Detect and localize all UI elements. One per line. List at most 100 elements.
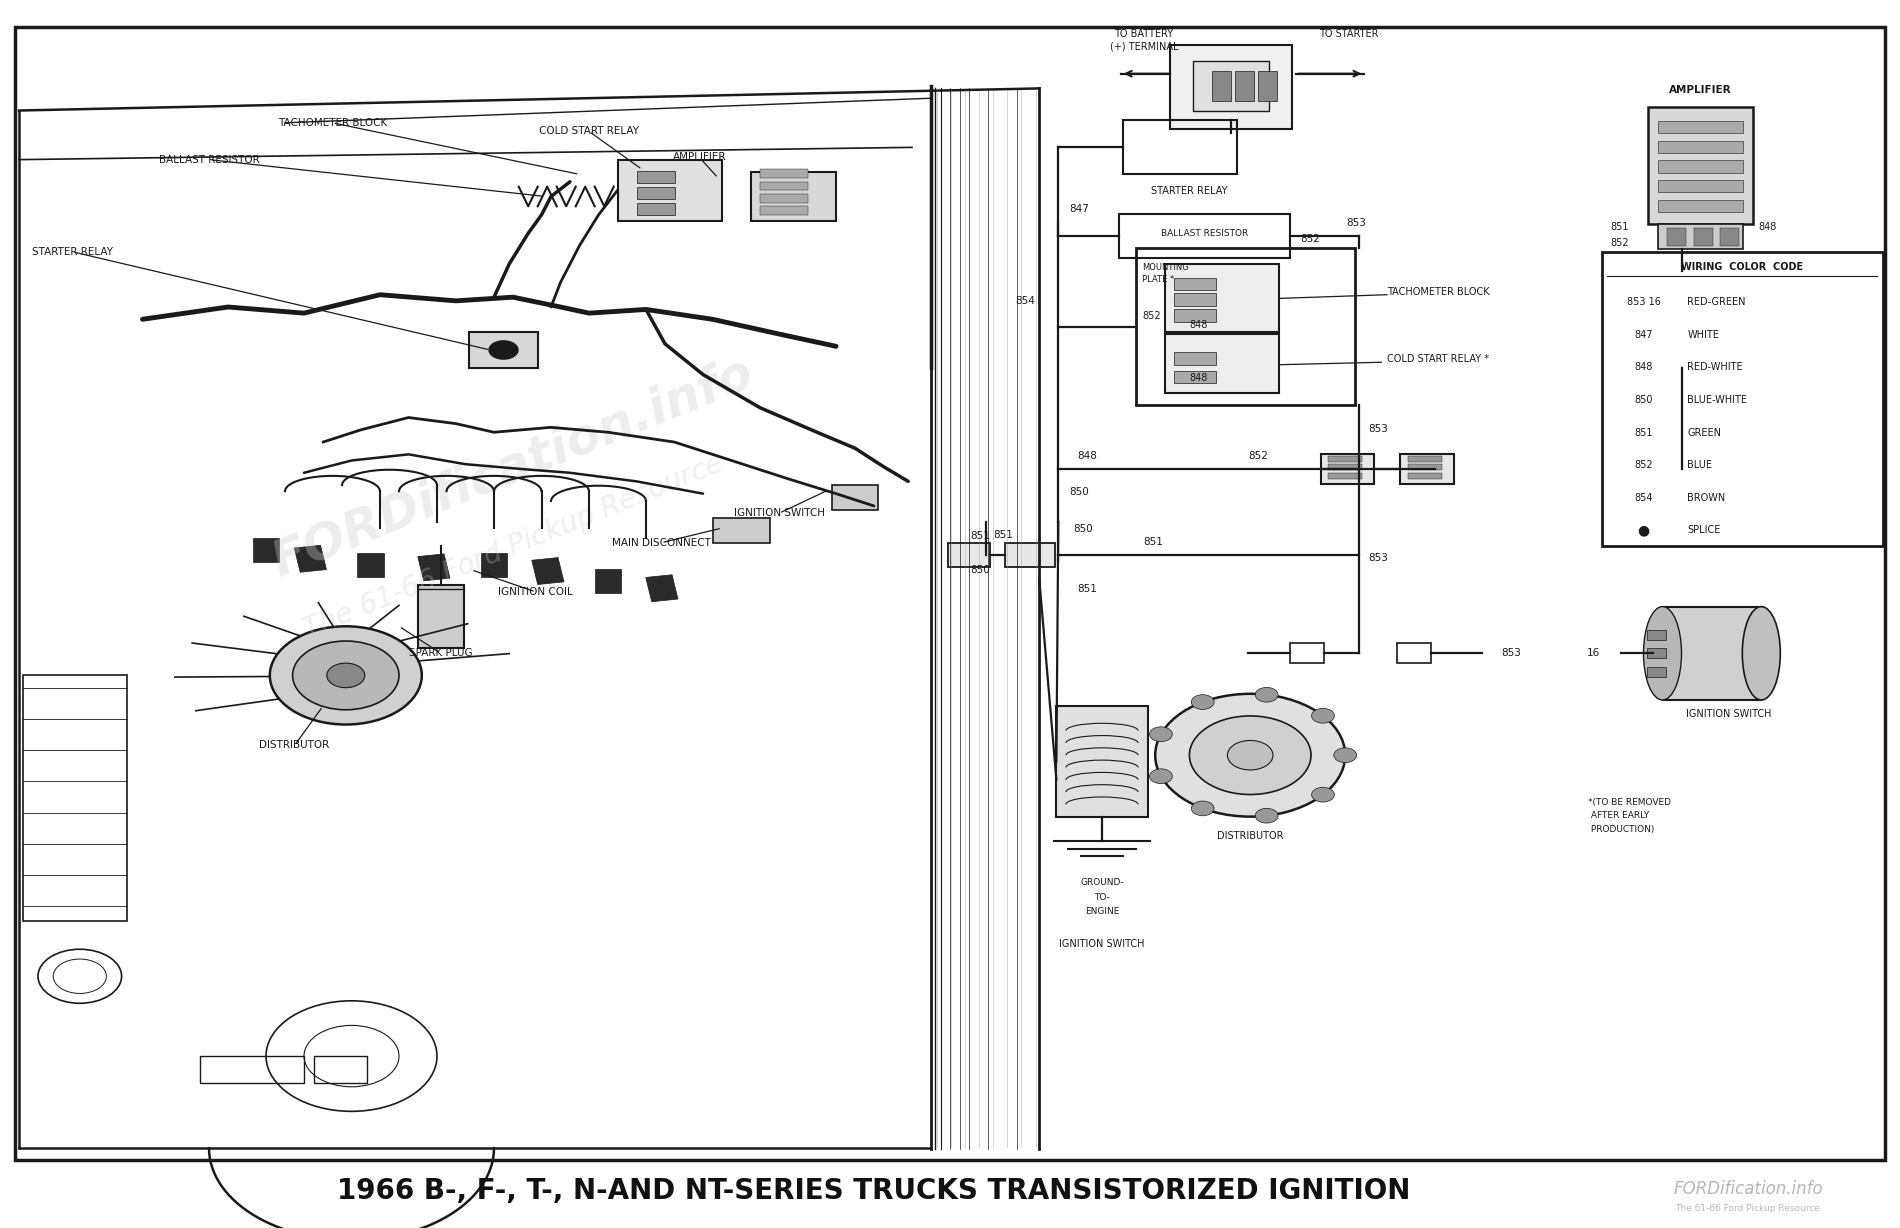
- Bar: [1174, 352, 1216, 365]
- Text: BLUE: BLUE: [1687, 460, 1712, 470]
- Text: AMPLIFIER: AMPLIFIER: [673, 152, 726, 162]
- Bar: [1290, 643, 1324, 663]
- Bar: [1328, 456, 1362, 462]
- Bar: [1657, 200, 1744, 212]
- Circle shape: [1311, 709, 1334, 723]
- Text: 851: 851: [1611, 222, 1628, 232]
- Text: PLATE *: PLATE *: [1142, 275, 1174, 284]
- Circle shape: [1256, 808, 1279, 823]
- Bar: [636, 203, 674, 215]
- Text: 848: 848: [1189, 373, 1208, 383]
- Bar: [314, 1056, 367, 1083]
- Text: BALLAST RESISTOR: BALLAST RESISTOR: [1161, 228, 1248, 238]
- Text: TO-: TO-: [1094, 893, 1110, 901]
- Bar: [294, 545, 327, 572]
- Text: COLD START RELAY *: COLD START RELAY *: [1387, 354, 1490, 365]
- Bar: [1119, 214, 1290, 258]
- Bar: [1662, 607, 1761, 700]
- Bar: [469, 332, 538, 368]
- Text: 853: 853: [1368, 424, 1387, 435]
- Text: 854: 854: [1017, 296, 1036, 306]
- Text: 847: 847: [1634, 330, 1653, 340]
- Text: WHITE: WHITE: [1687, 330, 1720, 340]
- Bar: [1328, 473, 1362, 479]
- Text: 852: 852: [1634, 460, 1653, 470]
- Bar: [1400, 454, 1454, 484]
- Text: 16: 16: [1586, 648, 1600, 658]
- Bar: [253, 538, 279, 562]
- Circle shape: [270, 626, 422, 725]
- Circle shape: [1191, 801, 1214, 815]
- Text: GREEN: GREEN: [1687, 427, 1721, 437]
- Bar: [1408, 473, 1442, 479]
- Text: SPLICE: SPLICE: [1687, 526, 1721, 535]
- Text: DISTRIBUTOR: DISTRIBUTOR: [260, 740, 329, 750]
- Text: IGNITION SWITCH: IGNITION SWITCH: [1687, 709, 1771, 720]
- Bar: [832, 485, 878, 510]
- Text: 851: 851: [971, 530, 990, 542]
- Bar: [200, 1056, 304, 1083]
- Text: RED-WHITE: RED-WHITE: [1687, 362, 1742, 372]
- Bar: [481, 553, 507, 577]
- Bar: [636, 171, 674, 183]
- Circle shape: [1227, 740, 1273, 770]
- Text: ENGINE: ENGINE: [1085, 907, 1119, 916]
- Bar: [1721, 228, 1740, 247]
- Text: 851: 851: [1077, 583, 1096, 594]
- Bar: [1056, 706, 1148, 817]
- Text: IGNITION SWITCH: IGNITION SWITCH: [733, 508, 825, 518]
- Bar: [1396, 643, 1431, 663]
- Bar: [1647, 667, 1666, 677]
- Text: GROUND-: GROUND-: [1081, 878, 1123, 887]
- Bar: [1136, 248, 1355, 405]
- Text: 853 16: 853 16: [1626, 297, 1661, 307]
- Text: DISTRIBUTOR: DISTRIBUTOR: [1216, 830, 1284, 841]
- Bar: [1657, 225, 1744, 249]
- Text: STARTER RELAY: STARTER RELAY: [1151, 185, 1227, 196]
- Text: IGNITION COIL: IGNITION COIL: [498, 587, 574, 597]
- Bar: [1647, 108, 1752, 225]
- Circle shape: [1256, 688, 1279, 702]
- Text: 853: 853: [1368, 553, 1387, 564]
- Bar: [1235, 71, 1254, 101]
- Bar: [750, 172, 836, 221]
- Bar: [618, 160, 722, 221]
- Bar: [1165, 264, 1279, 332]
- Text: 851: 851: [1144, 537, 1163, 548]
- Text: TO BATTERY: TO BATTERY: [1113, 28, 1174, 39]
- Bar: [1258, 71, 1277, 101]
- Circle shape: [293, 641, 399, 710]
- Text: 851: 851: [994, 530, 1013, 540]
- Bar: [1668, 228, 1687, 247]
- Bar: [418, 585, 464, 648]
- Text: IGNITION SWITCH: IGNITION SWITCH: [1060, 939, 1144, 949]
- Bar: [532, 558, 564, 585]
- Text: MOUNTING: MOUNTING: [1142, 263, 1189, 271]
- Bar: [760, 182, 807, 190]
- Text: The 61-66 Ford Pickup Resource: The 61-66 Ford Pickup Resource: [298, 449, 728, 643]
- Bar: [1408, 456, 1442, 462]
- Text: 850: 850: [971, 565, 990, 576]
- Text: 852: 852: [1611, 238, 1628, 248]
- Bar: [1165, 334, 1279, 393]
- Text: 1966 B-, F-, T-, N-AND NT-SERIES TRUCKS TRANSISTORIZED IGNITION: 1966 B-, F-, T-, N-AND NT-SERIES TRUCKS …: [338, 1178, 1410, 1205]
- Bar: [1320, 454, 1374, 484]
- Bar: [1408, 464, 1442, 470]
- Text: SPARK PLUG: SPARK PLUG: [408, 648, 473, 658]
- Text: 852: 852: [1142, 311, 1161, 321]
- Text: MAIN DISCONNECT: MAIN DISCONNECT: [612, 538, 711, 548]
- Text: BALLAST RESISTOR: BALLAST RESISTOR: [158, 155, 260, 165]
- Bar: [646, 575, 678, 602]
- Text: 854: 854: [1634, 492, 1653, 502]
- Circle shape: [1155, 694, 1345, 817]
- Circle shape: [327, 663, 365, 688]
- Bar: [760, 194, 807, 203]
- Bar: [760, 206, 807, 215]
- Circle shape: [488, 340, 519, 360]
- Circle shape: [1191, 695, 1214, 710]
- Text: 848: 848: [1759, 222, 1776, 232]
- Text: AMPLIFIER: AMPLIFIER: [1670, 85, 1731, 95]
- Bar: [1174, 293, 1216, 306]
- Circle shape: [1150, 727, 1172, 742]
- Bar: [636, 187, 674, 199]
